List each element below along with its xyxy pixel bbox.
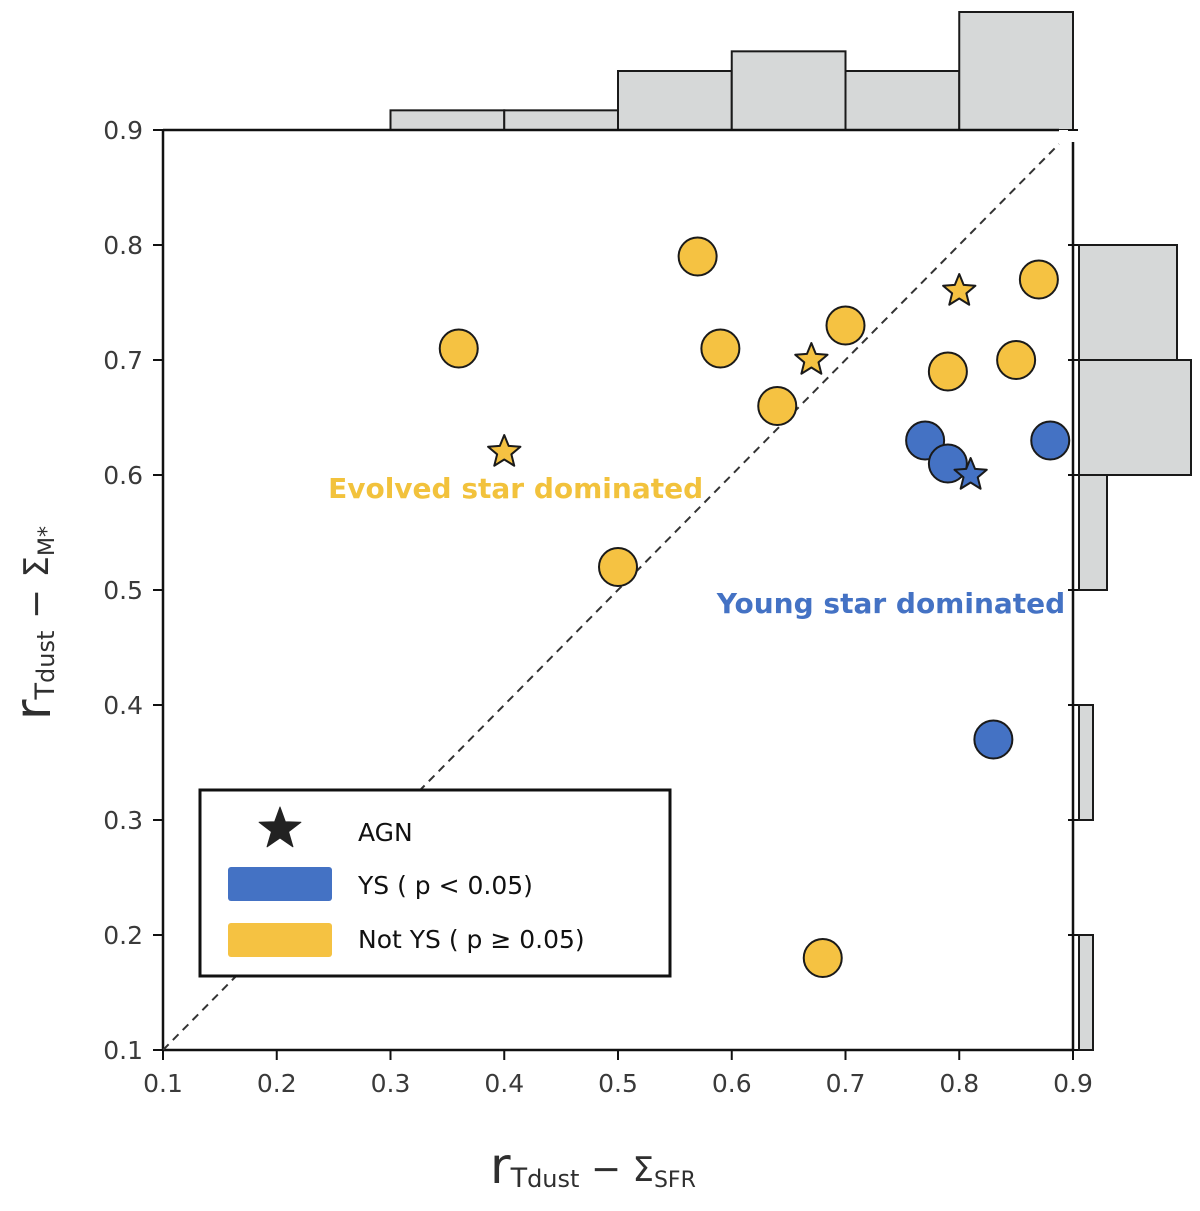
point-circle-ys-16 [1030,420,1071,461]
x-axis-label-t: T [510,1163,528,1194]
point-circle-not_ys-3 [677,236,718,277]
point-star-not_ys-10 [942,273,977,306]
y-axis-label-mstar: M* [35,526,60,556]
point-circle-ys-17 [973,719,1014,760]
right-hist-bar-3 [1078,359,1192,476]
point-circle-not_ys-11 [996,340,1037,380]
top-histogram [389,11,1074,132]
right-histogram [1078,244,1192,1051]
point-star-not_ys-1 [487,434,522,467]
point-circle-not_ys-7 [825,305,866,346]
y-tick-label-7: 0.8 [103,231,143,260]
right-hist-bar-2 [1078,474,1108,591]
point-star-not_ys-6 [794,342,829,375]
legend-agn-star-icon [258,806,302,848]
point-circle-not_ys-12 [1018,259,1059,300]
y-tick-label-5: 0.6 [103,461,143,490]
x-axis-label-sigma: Σ [632,1150,653,1190]
data-points [438,236,1071,978]
point-circle-not_ys-4 [700,328,741,369]
x-tick-label-5: 0.6 [712,1069,752,1098]
y-tick-label-1: 0.2 [103,921,143,950]
y-axis-label-main: r [4,699,62,720]
x-tick-label-1: 0.2 [257,1069,297,1098]
y-tick-label-4: 0.5 [103,576,143,605]
x-tick-label-8: 0.9 [1053,1069,1093,1098]
x-axis-label: rTdust − ΣSFR [490,1137,696,1195]
top-hist-bar-2 [617,70,733,131]
y-tick-label-3: 0.4 [103,691,143,720]
y-axis-label-t: T [30,682,61,700]
annotation-evolved: Evolved star dominated [328,472,703,505]
y-axis-label-dash: − [16,578,57,631]
right-hist-bar-1 [1078,704,1094,821]
top-hist-bar-1 [503,109,619,132]
y-tick-label-0: 0.1 [103,1036,143,1065]
point-circle-ys-14 [927,443,968,484]
legend-not-ys-patch [228,923,332,957]
right-hist-bar-4 [1078,244,1178,361]
y-axis-label: rTdust − ΣM* [4,526,62,720]
top-hist-bar-0 [389,109,506,132]
point-star-ys-15 [953,457,988,490]
point-circle-not_ys-8 [802,938,843,978]
legend-label-ys: YS ( p < 0.05) [357,871,533,900]
legend-label-not-ys: Not YS ( p ≥ 0.05) [358,925,585,954]
legend-agn-star [258,806,302,848]
annotation-young: Young star dominated [716,587,1065,620]
right-hist-bar-0 [1078,934,1094,1051]
axis-ticks: 0.1 0.2 0.3 0.4 0.5 0.6 0.7 0.8 0.9 0.1 0.2 0.3 0.4 0… [103,116,1093,1098]
x-tick-label-3: 0.4 [484,1069,524,1098]
axis-labels: rTdust − ΣSFR rTdust − ΣM* [4,526,696,1195]
top-hist-bar-3 [730,50,847,131]
x-tick-label-6: 0.7 [826,1069,866,1098]
legend: AGN YS ( p < 0.05) Not YS ( p ≥ 0.05) [198,788,672,978]
y-tick-label-2: 0.3 [103,806,143,835]
y-tick-label-8: 0.9 [103,116,143,145]
x-axis-label-sfr: SFR [654,1168,696,1193]
x-axis-label-main: r [490,1137,511,1195]
point-circle-not_ys-0 [438,328,479,369]
x-tick-label-2: 0.3 [371,1069,411,1098]
x-axis-label-dust: dust [527,1165,579,1193]
x-tick-label-4: 0.5 [598,1069,638,1098]
x-axis-label-dash: − [579,1149,632,1190]
point-circle-not_ys-9 [927,351,968,392]
y-axis-label-sigma: Σ [17,556,57,577]
x-tick-label-7: 0.8 [939,1069,979,1098]
top-hist-bar-5 [958,11,1074,131]
region-annotations: Evolved star dominated Young star dominat… [328,472,1065,620]
point-circle-not_ys-2 [598,547,638,587]
y-axis-label-dust: dust [32,631,60,683]
point-circle-not_ys-5 [757,386,798,426]
top-hist-bar-4 [844,70,961,131]
legend-label-agn: AGN [358,818,413,847]
legend-ys-patch [228,867,332,901]
x-tick-label-0: 0.1 [143,1069,183,1098]
y-tick-label-6: 0.7 [103,346,143,375]
